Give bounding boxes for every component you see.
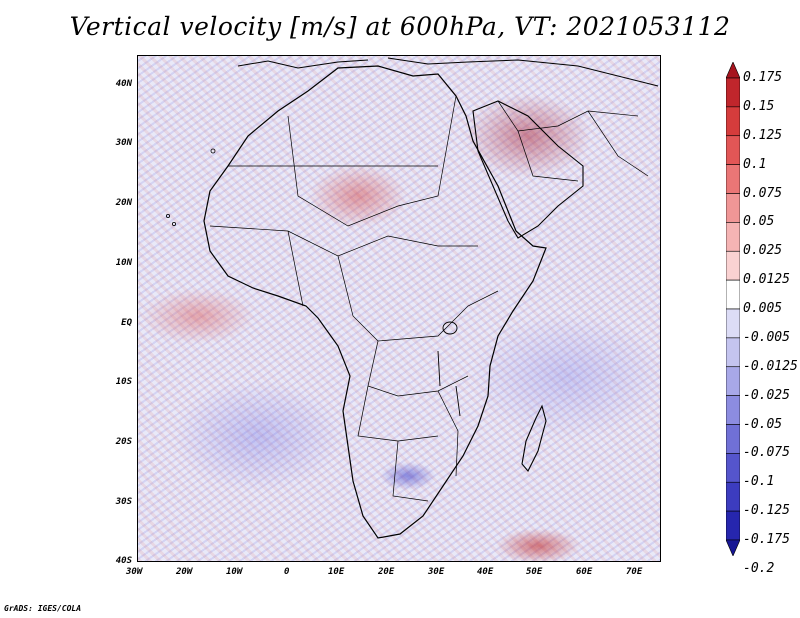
- colorbar-swatch-5: [726, 193, 740, 223]
- lon-label-20e: 20E: [378, 567, 395, 577]
- lat-label-40n: 40N: [115, 79, 132, 89]
- colorbar-label: -0.175: [743, 532, 790, 547]
- coastline-overlay: [165, 57, 659, 539]
- lon-label-60e: 60E: [576, 567, 593, 577]
- colorbar-label: -0.005: [743, 329, 790, 345]
- colorbar-swatch-13: [726, 424, 740, 454]
- lat-label-20s: 20S: [115, 437, 132, 447]
- rift-lakes: [437, 350, 461, 417]
- colorbar: [726, 62, 740, 556]
- island-cape-verde-1: [165, 213, 170, 218]
- colorbar-label: -0.075: [743, 445, 790, 461]
- lon-label-0: 0: [284, 567, 290, 577]
- colorbar-swatch-8: [726, 279, 740, 310]
- madagascar-coastline: [521, 404, 547, 472]
- colorbar-swatch-17: [726, 539, 740, 556]
- colorbar-label: 0.025: [743, 243, 783, 259]
- lat-label-40s: 40S: [115, 556, 132, 566]
- lon-label-30e: 30E: [428, 567, 445, 577]
- lake-victoria: [442, 321, 458, 335]
- colorbar-swatch-3: [726, 135, 740, 165]
- colorbar-label: -0.2: [743, 560, 775, 576]
- colorbar-swatch-6: [726, 222, 740, 252]
- colorbar-swatch-12: [726, 395, 740, 425]
- colorbar-label: 0.15: [743, 98, 775, 114]
- colorbar-swatch-0: [726, 62, 740, 79]
- colorbar-swatch-15: [726, 481, 740, 512]
- colorbar-swatch-7: [726, 250, 740, 281]
- colorbar-label: -0.1: [743, 474, 775, 490]
- lon-label-50e: 50E: [526, 567, 543, 577]
- colorbar-swatch-2: [726, 106, 740, 137]
- map-plot-area: [137, 55, 661, 562]
- colorbar-label: -0.125: [743, 503, 790, 519]
- lat-label-20n: 20N: [115, 198, 132, 208]
- island-canaries: [210, 148, 216, 154]
- africa-coastline: [203, 65, 547, 539]
- country-borders: [209, 95, 499, 502]
- map-title: Vertical velocity [m/s] at 600hPa, VT: 2…: [69, 12, 731, 41]
- island-cape-verde-2: [172, 221, 177, 226]
- colorbar-label: 0.125: [743, 127, 783, 143]
- middle-east-borders: [497, 100, 649, 182]
- lat-label-10s: 10S: [115, 377, 132, 387]
- lon-label-40e: 40E: [477, 567, 494, 577]
- grads-credit: GrADS: IGES/COLA: [4, 604, 82, 613]
- colorbar-label: 0.075: [743, 185, 783, 201]
- colorbar-label: 0.175: [743, 70, 783, 85]
- lon-label-20w: 20W: [176, 567, 193, 577]
- colorbar-label: -0.025: [743, 387, 790, 403]
- lat-label-10n: 10N: [115, 258, 132, 268]
- lat-label-30s: 30S: [115, 497, 132, 507]
- colorbar-swatch-10: [726, 337, 740, 368]
- lon-label-10w: 10W: [226, 567, 243, 577]
- colorbar-swatch-4: [726, 164, 740, 194]
- colorbar-label: -0.0125: [743, 358, 798, 374]
- lon-label-70e: 70E: [626, 567, 643, 577]
- europe-coastline: [237, 57, 659, 87]
- lon-label-10e: 10E: [328, 567, 345, 577]
- colorbar-label: 0.0125: [743, 272, 790, 288]
- colorbar-swatch-9: [726, 308, 740, 339]
- colorbar-swatch-16: [726, 510, 740, 541]
- colorbar-label: -0.05: [743, 416, 783, 432]
- lon-label-30w: 30W: [126, 567, 143, 577]
- colorbar-swatch-1: [726, 77, 740, 108]
- colorbar-label: 0.005: [743, 301, 783, 316]
- colorbar-label: 0.1: [743, 156, 767, 172]
- colorbar-swatch-14: [726, 453, 740, 483]
- lat-label-eq: EQ: [121, 318, 132, 328]
- arabia-coastline: [472, 100, 584, 239]
- colorbar-swatch-11: [726, 366, 740, 396]
- colorbar-label: 0.05: [743, 214, 775, 230]
- lat-label-30n: 30N: [115, 138, 132, 148]
